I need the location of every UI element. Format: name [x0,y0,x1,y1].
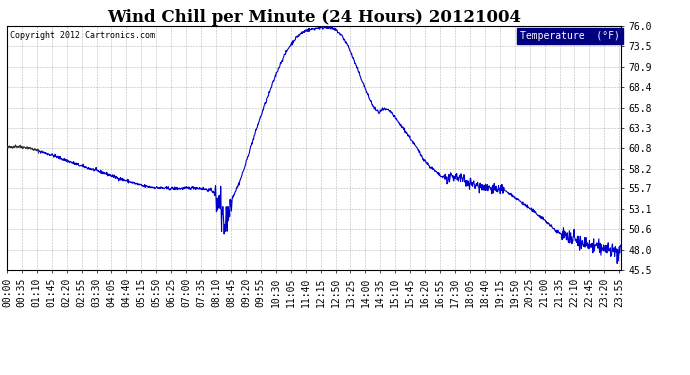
Text: Temperature  (°F): Temperature (°F) [520,31,620,41]
Text: Copyright 2012 Cartronics.com: Copyright 2012 Cartronics.com [10,31,155,40]
Title: Wind Chill per Minute (24 Hours) 20121004: Wind Chill per Minute (24 Hours) 2012100… [107,9,521,26]
